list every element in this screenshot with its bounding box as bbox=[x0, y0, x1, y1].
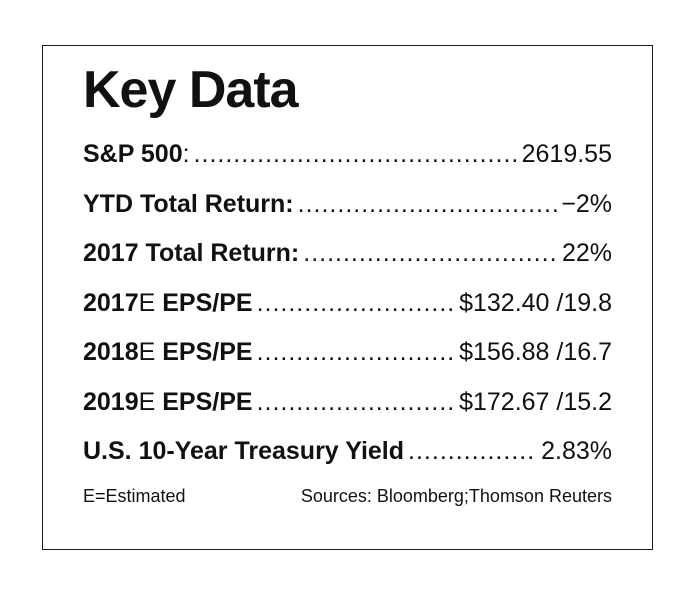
dot-leader bbox=[298, 190, 558, 219]
row-value: $156.88 /16.7 bbox=[459, 338, 612, 366]
key-data-box: Key Data S&P 500: 2619.55 YTD Total Retu… bbox=[42, 45, 653, 550]
row-value: 2619.55 bbox=[521, 140, 612, 168]
row-label: YTD Total Return: bbox=[83, 189, 294, 218]
row-value: 22% bbox=[561, 239, 612, 267]
row-label: 2019E EPS/PE bbox=[83, 387, 253, 416]
dot-leader bbox=[257, 289, 456, 318]
sources-credit: Sources: Bloomberg;Thomson Reuters bbox=[300, 486, 612, 506]
row-value: $172.67 /15.2 bbox=[459, 387, 612, 416]
data-rows: S&P 500: 2619.55 YTD Total Return: −2% 2… bbox=[83, 140, 612, 487]
row-label: 2017E EPS/PE bbox=[83, 288, 253, 317]
row-label: S&P 500: bbox=[83, 140, 190, 168]
row-treasury-yield: U.S. 10-Year Treasury Yield 2.83% bbox=[83, 437, 612, 487]
row-label: 2017 Total Return: bbox=[83, 239, 300, 267]
box-title: Key Data bbox=[83, 61, 299, 119]
row-2019-eps-pe: 2019E EPS/PE $172.67 /15.2 bbox=[83, 388, 612, 438]
footer: E=Estimated Sources: Bloomberg;Thomson R… bbox=[83, 486, 612, 507]
row-value: 2.83% bbox=[541, 437, 612, 465]
dot-leader bbox=[303, 239, 558, 268]
row-value: $132.40 /19.8 bbox=[459, 288, 612, 317]
row-2017-return: 2017 Total Return: 22% bbox=[83, 239, 612, 289]
row-sp500: S&P 500: 2619.55 bbox=[83, 140, 612, 190]
dot-leader bbox=[408, 437, 537, 466]
row-label: 2018E EPS/PE bbox=[83, 338, 253, 366]
row-2017-eps-pe: 2017E EPS/PE $132.40 /19.8 bbox=[83, 289, 612, 339]
row-2018-eps-pe: 2018E EPS/PE $156.88 /16.7 bbox=[83, 338, 612, 388]
row-label: U.S. 10-Year Treasury Yield bbox=[83, 437, 405, 465]
row-value: −2% bbox=[561, 189, 612, 218]
dot-leader bbox=[257, 338, 456, 367]
dot-leader bbox=[257, 388, 456, 417]
row-ytd-return: YTD Total Return: −2% bbox=[83, 190, 612, 240]
estimate-note: E=Estimated bbox=[83, 486, 186, 506]
dot-leader bbox=[194, 140, 518, 169]
